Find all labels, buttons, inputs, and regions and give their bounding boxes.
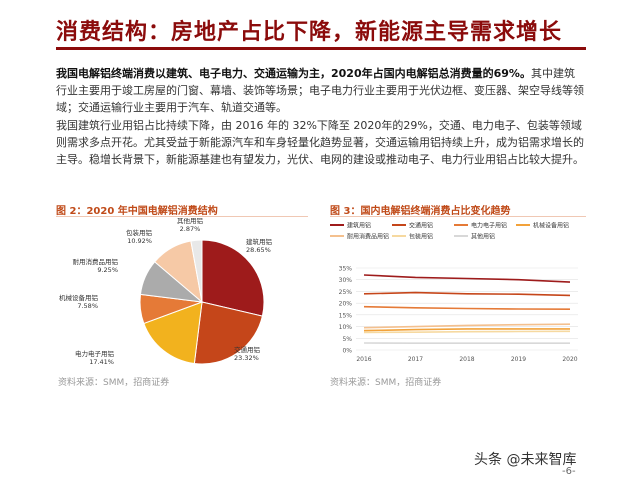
x-tick-label: 2019 <box>511 356 526 363</box>
paragraph-1: 我国电解铝终端消费以建筑、电子电力、交通运输为主，2020年占国内电解铝总消费量… <box>56 65 584 116</box>
legend-label: 建筑用铝 <box>347 222 371 230</box>
pie-slice <box>190 239 203 303</box>
figure-2-source: 资料来源：SMM，招商证券 <box>58 378 170 388</box>
series-line <box>363 328 570 332</box>
x-tick-label: 2017 <box>408 356 423 363</box>
y-tick-label: 0% <box>342 348 352 355</box>
page-title: 消费结构：房地产占比下降，新能源主导需求增长 <box>56 20 563 45</box>
series-line <box>363 330 571 334</box>
pie-slice-label: 机械设备用铝 <box>59 293 98 302</box>
pie-slice <box>193 301 263 365</box>
pie-slice-value: 28.65% <box>246 246 271 254</box>
pie-slice-label: 耐用消费品用铝 <box>73 257 119 266</box>
title-divider <box>56 47 586 50</box>
figure-2-caption-rule <box>56 216 308 217</box>
paragraph-2: 我国建筑行业用铝占比持续下降，由 2016 年的 32%下降至 2020年的29… <box>56 119 584 166</box>
pie-slice-value: 10.92% <box>127 237 152 245</box>
pie-slice-label: 建筑用铝 <box>246 237 272 246</box>
paragraph-1-bold: 我国电解铝终端消费以建筑、电子电力、交通运输为主，2020年占国内电解铝总消费量… <box>56 67 531 80</box>
legend-label: 电力电子用铝 <box>471 222 507 230</box>
legend-label: 包装用铝 <box>409 233 433 241</box>
pie-slice-value: 23.32% <box>234 354 259 362</box>
series-line <box>363 291 571 297</box>
pie-slice-label: 交通用铝 <box>234 345 260 354</box>
legend-label: 交通用铝 <box>409 222 433 230</box>
y-tick-label: 5% <box>342 336 352 343</box>
figure-3-caption: 图 3：国内电解铝终端消费占比变化趋势 <box>330 206 511 217</box>
series-line <box>363 274 571 283</box>
pie-slice-label: 包装用铝 <box>126 228 152 237</box>
legend-label: 耐用消费品用铝 <box>347 233 389 241</box>
pie-slice-value: 2.87% <box>180 225 201 233</box>
pie-slice <box>143 301 203 365</box>
figure-2-caption: 图 2：2020 年中国电解铝消费结构 <box>56 206 218 217</box>
y-tick-label: 10% <box>339 324 353 331</box>
figure-3-source: 资料来源：SMM，招商证券 <box>330 378 442 388</box>
figure-3-caption-rule <box>330 216 586 217</box>
pie-slice-value: 17.41% <box>89 358 114 366</box>
x-tick-label: 2020 <box>562 356 577 363</box>
series-line <box>363 323 571 329</box>
pie-slice-label: 电力电子用铝 <box>75 349 114 358</box>
y-tick-label: 30% <box>339 277 353 284</box>
page-number: -6- <box>562 466 576 477</box>
legend-label: 机械设备用铝 <box>533 222 569 230</box>
series-line <box>363 305 571 310</box>
paragraph-1-text: 其中建筑行业主要用于竣工房屋的门窗、幕墙、装饰等场景；电子电力行业主要用于光伏边… <box>56 67 584 114</box>
x-tick-label: 2016 <box>356 356 371 363</box>
y-tick-label: 15% <box>339 312 353 319</box>
pie-slice-value: 9.25% <box>97 266 118 274</box>
legend-label: 其他用铝 <box>471 233 495 241</box>
pie-slice-label: 其他用铝 <box>177 218 203 225</box>
y-tick-label: 25% <box>339 289 353 296</box>
y-tick-label: 20% <box>339 301 353 308</box>
x-tick-label: 2018 <box>459 356 474 363</box>
watermark: 头条 @未来智库 <box>474 452 577 468</box>
pie-slice-value: 7.58% <box>77 302 98 310</box>
y-tick-label: 35% <box>339 266 353 273</box>
pie-slice <box>201 239 265 317</box>
